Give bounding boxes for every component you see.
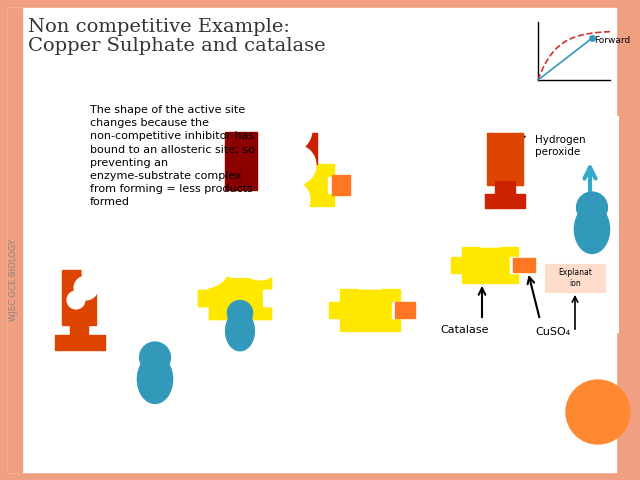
Bar <box>227 245 253 277</box>
Circle shape <box>268 108 312 152</box>
Circle shape <box>285 228 325 268</box>
Bar <box>198 290 210 306</box>
Text: The shape of the active site
changes because the
non-competitive inhibitor has
b: The shape of the active site changes bec… <box>90 105 255 207</box>
Bar <box>71 164 129 206</box>
Text: Copper Sulphate and catalase: Copper Sulphate and catalase <box>28 37 326 55</box>
Bar <box>61 177 71 193</box>
Bar <box>198 290 209 306</box>
Polygon shape <box>92 149 108 164</box>
Ellipse shape <box>398 169 432 211</box>
Circle shape <box>74 276 98 300</box>
Circle shape <box>577 192 607 223</box>
Circle shape <box>82 256 114 288</box>
Bar <box>8 8 22 472</box>
Bar <box>263 290 273 306</box>
Ellipse shape <box>70 99 291 246</box>
Ellipse shape <box>443 169 477 211</box>
Circle shape <box>57 67 113 123</box>
Bar <box>513 258 535 272</box>
Bar <box>545 264 605 292</box>
Bar <box>329 302 341 318</box>
Text: Hydrogen
peroxide: Hydrogen peroxide <box>535 135 586 156</box>
Ellipse shape <box>575 205 610 253</box>
Bar <box>495 181 515 195</box>
Bar <box>510 257 520 273</box>
Circle shape <box>145 45 215 115</box>
Text: CuSO₄: CuSO₄ <box>535 327 570 337</box>
Bar <box>209 277 271 319</box>
Bar <box>225 132 257 190</box>
Polygon shape <box>296 156 314 164</box>
Ellipse shape <box>226 311 255 351</box>
Circle shape <box>566 380 630 444</box>
Circle shape <box>78 228 122 272</box>
Bar <box>264 290 273 306</box>
Bar <box>62 270 96 325</box>
Bar <box>55 335 105 350</box>
Bar <box>448 117 618 332</box>
Ellipse shape <box>138 355 173 404</box>
Polygon shape <box>359 279 381 289</box>
Circle shape <box>48 180 88 220</box>
Bar <box>485 194 525 208</box>
Bar <box>392 302 402 318</box>
Text: Non competitive Example:: Non competitive Example: <box>28 18 290 36</box>
Circle shape <box>179 236 231 288</box>
Bar <box>340 289 400 331</box>
Bar <box>70 322 88 337</box>
Circle shape <box>227 300 253 326</box>
Polygon shape <box>230 263 250 277</box>
Bar <box>332 175 350 195</box>
Text: WJEC GCE BIOLOGY: WJEC GCE BIOLOGY <box>10 239 19 321</box>
Circle shape <box>46 108 90 152</box>
Bar <box>88 132 112 164</box>
Bar <box>70 85 290 260</box>
Circle shape <box>126 234 174 282</box>
Text: Catalase: Catalase <box>440 325 488 335</box>
Circle shape <box>67 291 85 309</box>
Polygon shape <box>480 238 500 247</box>
Text: Explanat
ion: Explanat ion <box>558 268 592 288</box>
Bar <box>451 257 463 273</box>
Circle shape <box>270 180 310 220</box>
Bar <box>487 133 523 185</box>
Bar <box>293 132 317 164</box>
Circle shape <box>238 236 282 280</box>
Circle shape <box>98 53 162 117</box>
Text: Forward: Forward <box>594 36 630 45</box>
Polygon shape <box>231 262 249 277</box>
Bar <box>209 277 271 319</box>
Circle shape <box>140 342 170 373</box>
Bar <box>462 247 518 283</box>
Bar <box>266 177 276 193</box>
Bar <box>395 302 415 318</box>
Circle shape <box>249 67 301 119</box>
Bar <box>276 164 334 206</box>
Bar <box>448 117 618 332</box>
Bar <box>123 177 131 193</box>
Bar <box>328 177 336 193</box>
Circle shape <box>276 145 316 185</box>
Circle shape <box>200 53 260 113</box>
Circle shape <box>42 145 82 185</box>
